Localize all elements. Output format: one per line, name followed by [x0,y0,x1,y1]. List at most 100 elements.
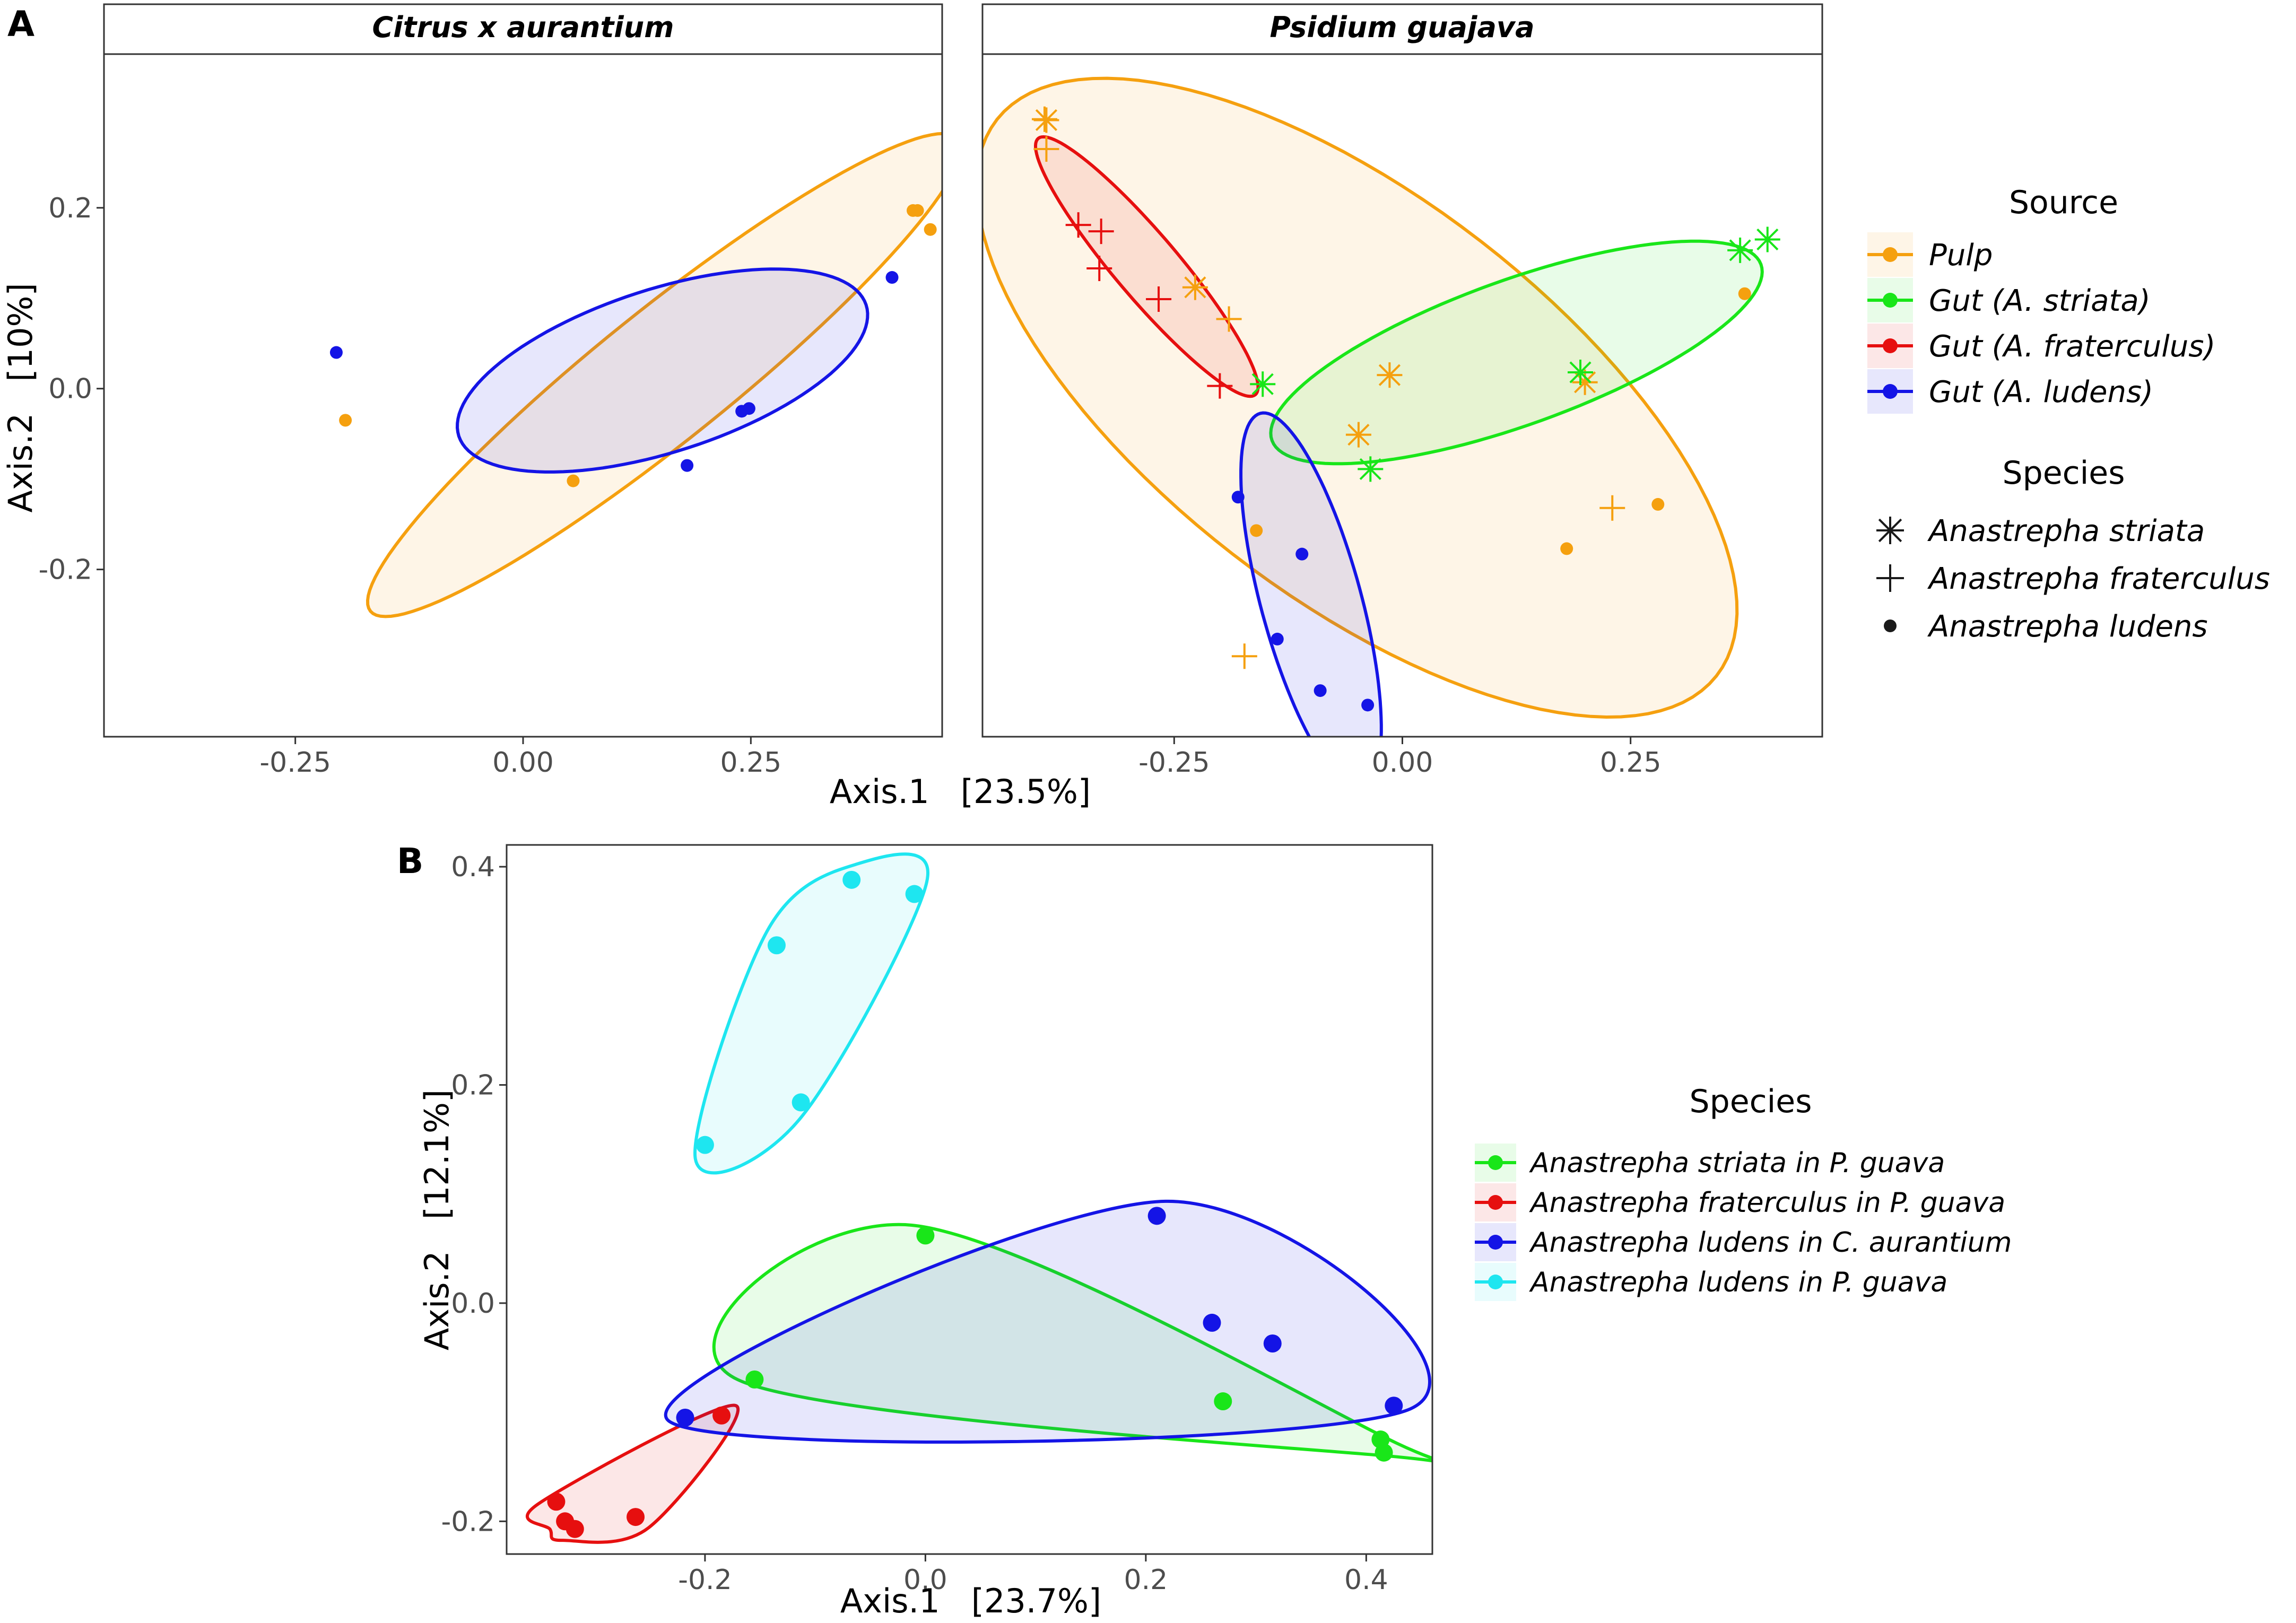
point-plus [1086,255,1112,281]
point-b [547,1493,566,1511]
y-tick-label: -0.2 [39,554,92,586]
y-tick-label: 0.0 [451,1288,495,1320]
point-dot [1314,684,1327,697]
x-tick-label: 0.2 [1124,1564,1168,1596]
point-plus [1231,643,1257,669]
legend-b-dot [1488,1195,1503,1210]
point-b [792,1093,810,1112]
point-b [676,1408,694,1427]
point-dot [1651,498,1665,511]
legend-b-dot [1488,1235,1503,1250]
point-plus [1033,136,1059,162]
legend-source-label: Gut (A. striata) [1929,284,2151,318]
point-b [712,1406,731,1425]
ellipse-pulp [366,132,942,618]
point-dot [329,346,343,359]
point-dot [742,402,755,415]
point-b [1203,1313,1221,1332]
point-asterisk [1182,274,1208,300]
panel-a-x-axis-title: Axis.1 [23.5%] [830,772,1091,811]
legend-b-label: Anastrepha ludens in P. guava [1529,1267,1947,1298]
legend-b-label: Anastrepha fraterculus in P. guava [1529,1187,2005,1219]
point-plus [1207,373,1233,399]
point-asterisk [1358,456,1384,482]
plot-area-psidium [982,76,1780,737]
x-tick-label: 0.4 [1344,1564,1388,1596]
legend-b-label: Anastrepha ludens in C. aurantium [1529,1227,2012,1259]
facet-strip-psidium [981,3,1823,55]
facet-title-citrus: Citrus x aurantium [372,11,674,44]
facet-title-psidium: Psidium guajava [1269,11,1534,44]
point-dot [1738,287,1751,300]
point-asterisk [1572,369,1598,395]
legend-b: Species Anastrepha striata in P. guava An… [1475,1083,2012,1301]
legend-species-marker [1876,564,1904,592]
point-b [905,885,924,903]
point-b [1214,1392,1232,1411]
x-tick-label: -0.25 [259,747,331,779]
hull-anastrepha-ludens-in-p-guava [693,852,929,1175]
point-plus [1146,286,1172,312]
legend-source-dot [1883,338,1898,353]
point-dot [1250,524,1263,537]
point-asterisk [1345,422,1371,448]
point-b [745,1370,764,1389]
panel-b: 0.4 0.2 0.0 -0.2 -0.2 0.0 0.2 0.4 Axis.1 [23.7… [418,844,1433,1620]
legend-source-title: Source [2009,184,2118,221]
point-plus [1216,306,1242,332]
plot-area-citrus [329,132,942,618]
ellipse-gut-a-ludens- [455,267,869,474]
legend-species-label: Anastrepha striata [1927,514,2205,548]
legend-source-label: Gut (A. ludens) [1929,375,2153,409]
point-b [566,1520,584,1538]
point-dot [1295,547,1309,561]
legend-source-dot [1883,247,1898,262]
panel-b-x-axis-title: Axis.1 [23.7%] [840,1582,1101,1620]
plot-area-b [526,852,1432,1544]
x-tick-label: -0.2 [678,1564,732,1596]
hull-anastrepha-fraterculus-in-p-guava [526,1403,740,1544]
legend-species-marker [1876,517,1904,544]
point-b [1147,1207,1166,1225]
y-tick-label: 0.0 [48,373,92,405]
point-asterisk [1568,360,1594,386]
point-dot [885,271,899,284]
facet-strip-citrus [103,3,943,55]
hull-anastrepha-ludens-in-c-aurantium [664,1199,1431,1444]
point-dot [567,474,580,487]
x-tick-label: 0.0 [903,1564,947,1596]
point-b [1385,1397,1403,1415]
point-dot [1271,632,1284,645]
point-dot [911,204,924,217]
ellipse-gut-a-fraterculus- [1033,135,1260,398]
legend-source-label: Pulp [1929,238,1993,273]
x-axis-psidium: -0.25 0.00 0.25 [1138,737,1662,779]
x-tick-label: 0.00 [492,747,554,779]
ellipse-pulp [982,76,1739,719]
point-dot [1361,699,1375,712]
point-b [1375,1443,1393,1462]
point-plus [1599,495,1625,521]
x-tick-label: 0.25 [720,747,781,779]
panel-b-y-axis-title: Axis.2 [12.1%] [418,1089,456,1350]
facet-psidium: Psidium guajava -0.25 0.00 0.25 [981,3,1823,779]
panel-a-letter: A [7,4,34,45]
x-tick-label: -0.25 [1138,747,1210,779]
point-b [627,1508,645,1526]
x-axis-b: -0.2 0.0 0.2 0.4 [678,1554,1388,1596]
legend-source-dot [1883,384,1898,399]
panel-b-letter: B [397,841,423,882]
point-dot [1231,491,1245,504]
legend-b-dot [1488,1155,1503,1170]
legend-b-title: Species [1690,1083,1812,1120]
legend-source-label: Gut (A. fraterculus) [1929,329,2215,364]
ellipse-gut-a-ludens- [1239,411,1383,737]
point-b [1263,1334,1282,1353]
x-axis-citrus: -0.25 0.00 0.25 [259,737,781,779]
point-asterisk [1727,237,1753,263]
legend-source-dot [1883,293,1898,308]
point-dot [924,223,937,236]
plot-border-b [506,844,1433,1555]
x-tick-label: 0.25 [1600,747,1662,779]
